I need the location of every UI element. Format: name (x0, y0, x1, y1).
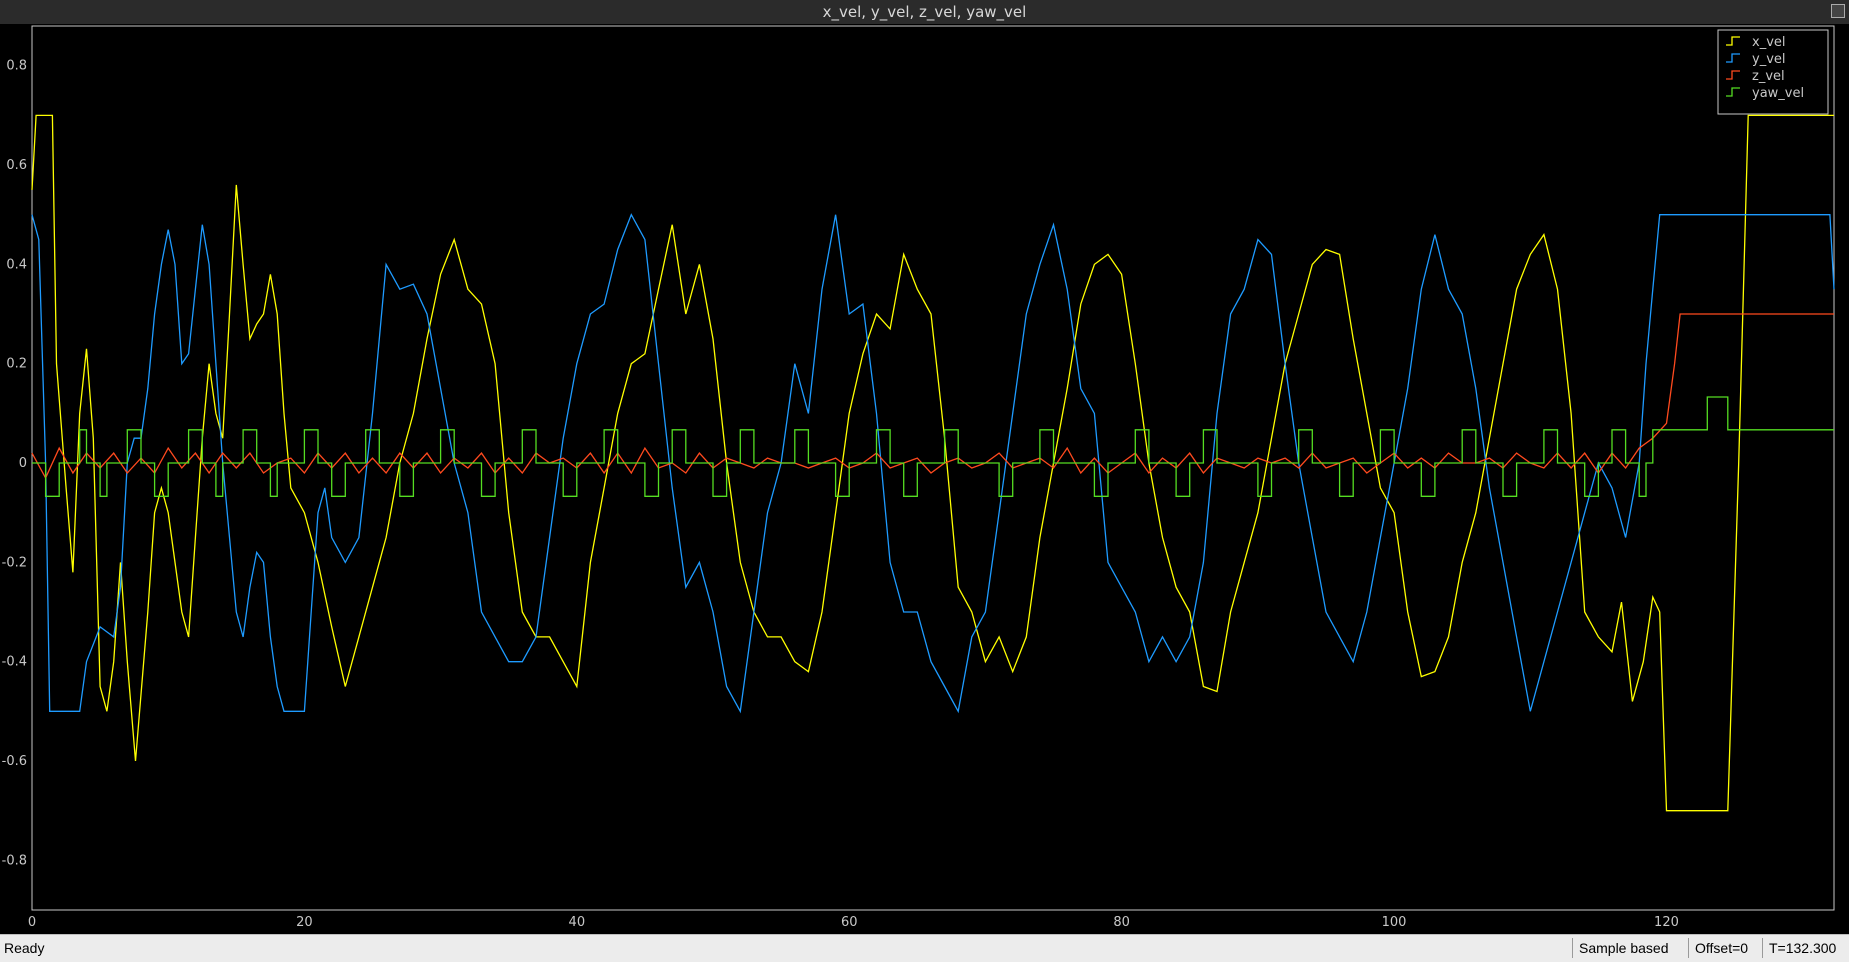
y-tick-label: -0.2 (2, 555, 27, 570)
legend-label-yaw-vel: yaw_vel (1752, 86, 1804, 101)
series-lines (31, 114, 1835, 812)
x-tick-label: 120 (1654, 915, 1679, 930)
legend-swatch-yaw-vel (1726, 87, 1740, 97)
legend-swatch-x-vel (1726, 36, 1740, 46)
legend[interactable]: x_vel y_vel z_vel yaw_vel (1717, 29, 1829, 115)
legend-label-y-vel: y_vel (1752, 52, 1786, 67)
y-tick-label: 0 (19, 456, 27, 471)
window-titlebar: x_vel, y_vel, z_vel, yaw_vel (0, 0, 1849, 24)
offset-field: Offset=0 (1688, 938, 1763, 958)
x-tick-label: 20 (296, 915, 313, 930)
y-tick-label: 0.6 (6, 158, 27, 173)
legend-label-x-vel: x_vel (1752, 35, 1786, 50)
window-title: x_vel, y_vel, z_vel, yaw_vel (822, 3, 1027, 21)
legend-swatch-z-vel (1726, 70, 1740, 80)
x-tick-label: 80 (1113, 915, 1130, 930)
legend-label-z-vel: z_vel (1752, 69, 1785, 84)
y-tick-label: 0.4 (6, 257, 27, 272)
series-line-yaw-vel (32, 396, 1834, 497)
sample-mode-field: Sample based (1572, 938, 1689, 958)
series-line-z-vel (31, 313, 1834, 480)
y-tick-label: 0.2 (6, 357, 27, 372)
time-field: T=132.300 (1762, 938, 1849, 958)
y-tick-label: -0.4 (2, 655, 27, 670)
x-tick-label: 100 (1382, 915, 1407, 930)
series-line-x-vel (31, 114, 1834, 812)
scope-plot[interactable]: 0 20 40 60 80 100 120 -0.8 -0.6 -0.4 -0.2 0 0.2 0.4 0.… (0, 24, 1849, 934)
x-tick-label: 40 (569, 915, 586, 930)
y-tick-label: 0.8 (6, 59, 27, 74)
status-bar: Ready Sample based Offset=0 T=132.300 (0, 934, 1849, 962)
x-tick-label: 60 (841, 915, 858, 930)
y-tick-label: -0.6 (2, 754, 27, 769)
status-text: Ready (4, 940, 45, 956)
legend-box (1717, 29, 1829, 115)
y-tick-label: -0.8 (2, 853, 27, 868)
restore-icon[interactable] (1831, 4, 1845, 18)
plot-frame (31, 25, 1835, 911)
legend-swatch-y-vel (1726, 53, 1740, 63)
x-tick-label: 0 (28, 915, 36, 930)
